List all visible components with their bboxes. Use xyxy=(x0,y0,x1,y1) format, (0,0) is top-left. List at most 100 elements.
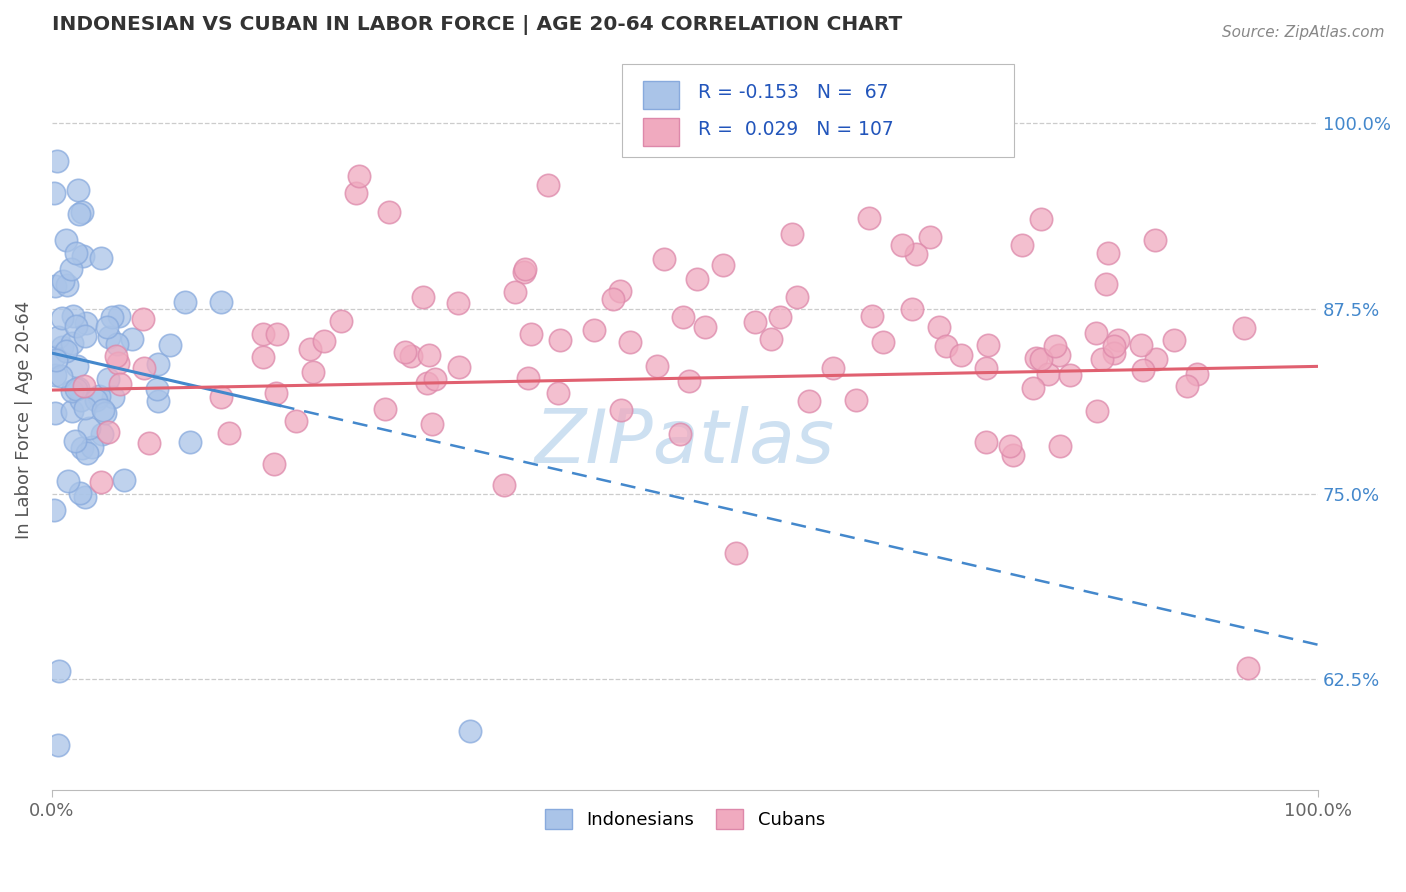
Point xyxy=(645,359,668,374)
Point xyxy=(301,365,323,379)
Point xyxy=(66,359,89,373)
Point xyxy=(1097,245,1119,260)
Point xyxy=(1094,277,1116,291)
Point xyxy=(159,337,181,351)
Point xyxy=(1002,448,1025,462)
Point xyxy=(148,357,170,371)
Point xyxy=(45,353,67,368)
Point xyxy=(394,344,416,359)
Point xyxy=(108,377,131,392)
Point xyxy=(1144,352,1167,367)
Point xyxy=(744,315,766,329)
Point xyxy=(52,274,75,288)
Point xyxy=(44,502,66,516)
Point xyxy=(46,739,69,753)
Point xyxy=(60,404,83,418)
Point xyxy=(264,386,287,401)
Point xyxy=(65,318,87,333)
Point xyxy=(672,310,695,325)
Y-axis label: In Labor Force | Age 20-64: In Labor Force | Age 20-64 xyxy=(15,301,32,539)
Point xyxy=(1000,439,1022,453)
Point xyxy=(90,475,112,490)
Point xyxy=(91,402,114,417)
Point xyxy=(60,384,83,398)
Point xyxy=(266,327,288,342)
Point xyxy=(48,665,70,679)
Point xyxy=(97,425,120,439)
Text: ZIPatlas: ZIPatlas xyxy=(534,406,835,478)
Point xyxy=(1085,404,1108,418)
Point xyxy=(55,233,77,247)
Point xyxy=(547,385,569,400)
Point xyxy=(512,265,534,279)
Point xyxy=(103,390,125,404)
Point xyxy=(724,546,747,560)
Point xyxy=(105,336,128,351)
Point xyxy=(65,246,87,260)
Point xyxy=(1175,379,1198,393)
Point xyxy=(769,310,792,325)
Point xyxy=(1036,367,1059,381)
Point xyxy=(374,402,396,417)
Point xyxy=(51,340,73,354)
Point xyxy=(711,258,734,272)
Text: Source: ZipAtlas.com: Source: ZipAtlas.com xyxy=(1222,25,1385,40)
Point xyxy=(263,457,285,471)
Point xyxy=(1047,348,1070,362)
Point xyxy=(537,178,560,192)
Point xyxy=(669,426,692,441)
Point xyxy=(67,207,90,221)
Point xyxy=(977,338,1000,352)
Point xyxy=(1025,351,1047,365)
Point xyxy=(121,332,143,346)
Point xyxy=(1237,661,1260,675)
Point xyxy=(418,348,440,362)
Point xyxy=(298,343,321,357)
Point xyxy=(610,402,633,417)
Point xyxy=(173,295,195,310)
Point xyxy=(146,394,169,409)
FancyBboxPatch shape xyxy=(643,80,679,109)
Point xyxy=(928,320,950,334)
Point xyxy=(179,434,201,449)
Point xyxy=(1049,439,1071,453)
Point xyxy=(1107,333,1129,347)
Point xyxy=(1011,238,1033,252)
Point xyxy=(44,350,66,364)
Point xyxy=(974,434,997,449)
Point xyxy=(76,446,98,460)
Point xyxy=(218,425,240,440)
Point xyxy=(73,490,96,504)
Point xyxy=(138,435,160,450)
Point xyxy=(401,349,423,363)
Point xyxy=(935,339,957,353)
Point xyxy=(1132,363,1154,377)
Point xyxy=(72,442,94,456)
Point xyxy=(344,186,367,201)
Point xyxy=(252,350,274,364)
Point xyxy=(86,392,108,407)
FancyBboxPatch shape xyxy=(621,64,1014,157)
Point xyxy=(312,334,335,349)
Point xyxy=(89,389,111,403)
Point xyxy=(67,183,90,197)
Legend: Indonesians, Cubans: Indonesians, Cubans xyxy=(538,802,832,837)
Point xyxy=(950,348,973,362)
Point xyxy=(602,292,624,306)
Point xyxy=(62,309,84,323)
Point xyxy=(686,271,709,285)
Point xyxy=(872,334,894,349)
Point xyxy=(786,290,808,304)
Point xyxy=(46,330,69,344)
Point xyxy=(516,371,538,385)
Point xyxy=(1021,380,1043,394)
Point xyxy=(132,361,155,376)
Point xyxy=(75,316,97,330)
Point xyxy=(93,406,115,420)
Point xyxy=(1031,212,1053,227)
Text: R =  0.029   N = 107: R = 0.029 N = 107 xyxy=(697,120,893,139)
Point xyxy=(905,247,928,261)
Point xyxy=(96,319,118,334)
Point xyxy=(73,379,96,393)
Point xyxy=(90,251,112,265)
